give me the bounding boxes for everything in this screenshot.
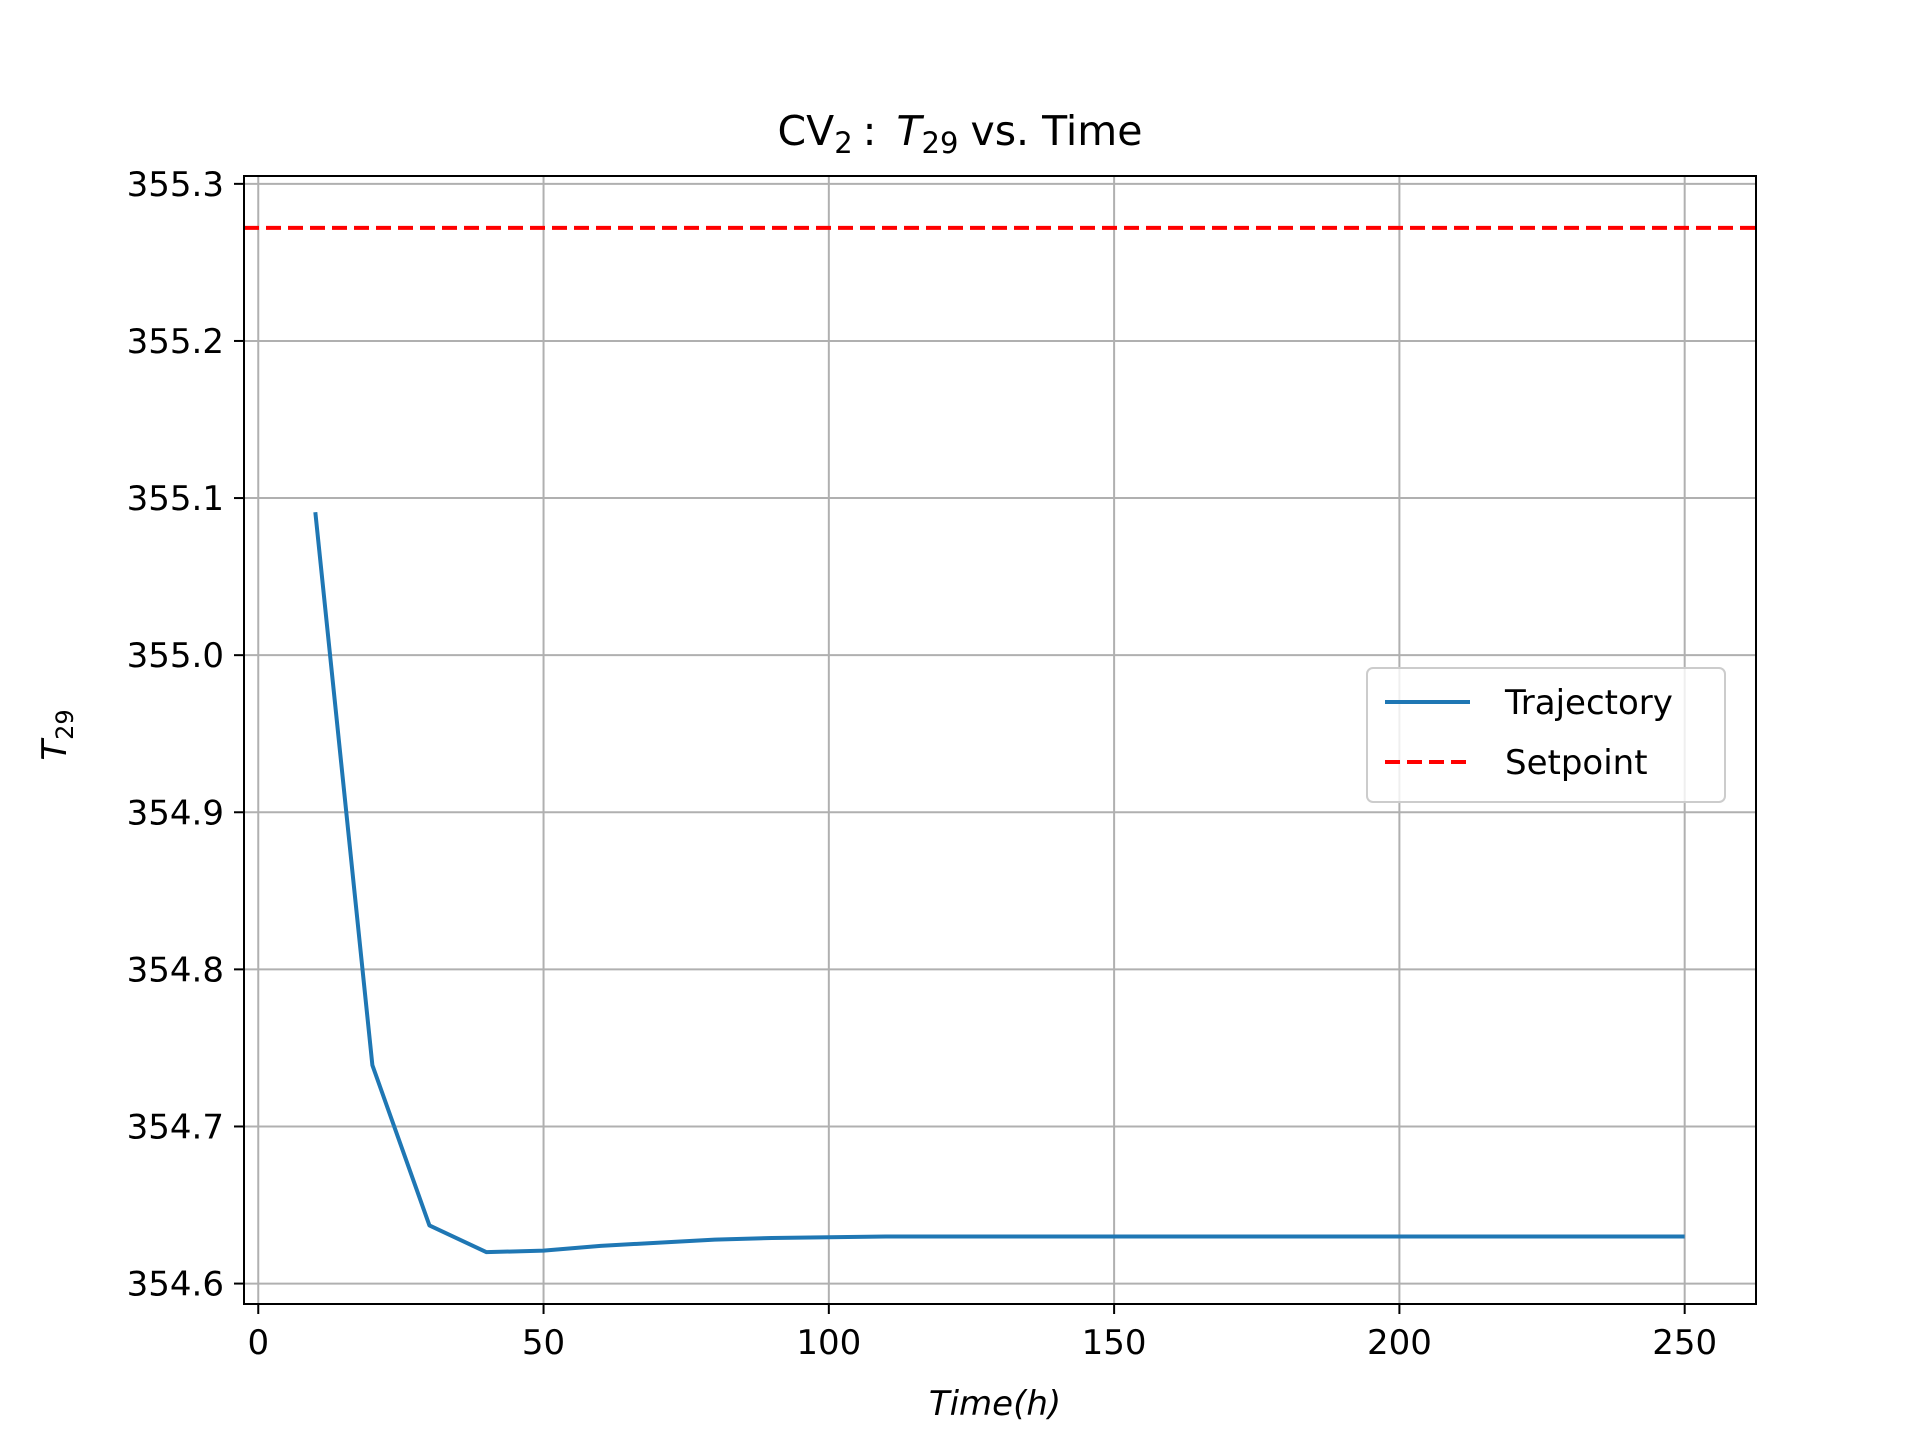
title-suffix: vs. Time [970,107,1142,155]
legend-label-setpoint: Setpoint [1505,743,1648,783]
legend: Trajectory Setpoint [1366,667,1726,803]
series-layer [244,225,1756,1255]
x-tick-label: 100 [796,1323,861,1363]
title-prefix: CV [778,107,835,155]
x-tick-label: 150 [1082,1323,1147,1363]
x-axis-label: Time(h) [929,1384,1061,1424]
title-colon: : [863,107,877,155]
chart-title: CV2: T29 vs. Time [778,107,1143,160]
y-tick-label: 355.1 [127,479,224,519]
series-line-trajectory [313,511,1685,1255]
grid-lines [244,176,1756,1304]
y-tick-label: 354.9 [127,793,224,833]
x-tick-label: 0 [247,1323,269,1363]
y-tick-label: 355.3 [127,165,224,205]
x-tick-label: 200 [1367,1323,1432,1363]
tick-marks [234,182,1686,1314]
legend-label-trajectory: Trajectory [1504,683,1673,723]
axes-frame [243,175,1757,1305]
x-tick-label: 50 [522,1323,565,1363]
y-tick-label: 354.8 [127,950,224,990]
y-tick-label: 354.6 [127,1265,224,1305]
y-axis-label: T29 [35,709,79,760]
y-axis-label-subscript: 29 [51,709,79,740]
y-tick-label: 355.2 [127,322,224,362]
y-axis-label-variable: T [35,738,75,761]
title-prefix-subscript: 2 [834,126,852,160]
y-tick-label: 354.7 [127,1107,224,1147]
tick-labels: 0 50 100 150 200 250 354.6 354.7 354.8 354.9 355.0… [127,165,1717,1363]
x-tick-label: 250 [1652,1323,1717,1363]
title-variable: T [896,107,924,155]
title-variable-subscript: 29 [922,126,959,160]
y-tick-label: 355.0 [127,636,224,676]
